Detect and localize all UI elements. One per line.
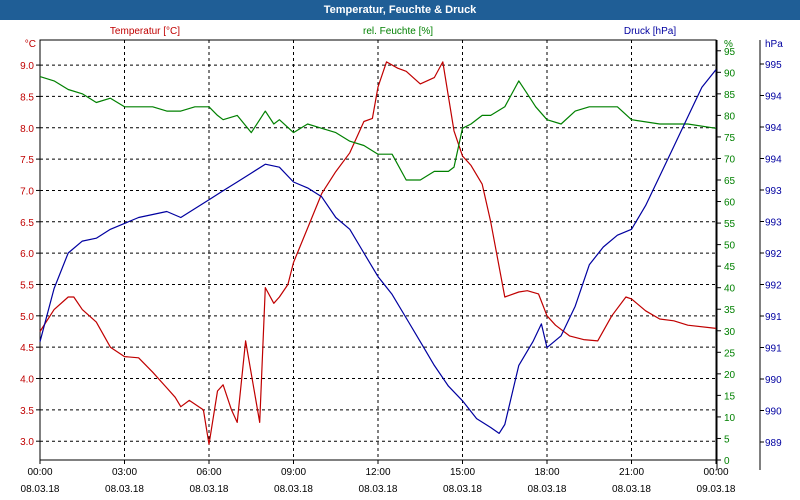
- humidity-tick-label: 0: [724, 456, 730, 467]
- pressure-tick-label: 994: [765, 123, 782, 134]
- temperature-tick-label: 6.0: [20, 249, 34, 260]
- x-tick-label-time: 00:00: [703, 467, 728, 478]
- pressure-tick-label: 994: [765, 155, 782, 166]
- pressure-series-label: Druck [hPa]: [624, 26, 676, 37]
- line-chart: 00:00 08.03.18 03:00 08.03.18 06:00 08.03.18 0…: [20, 26, 783, 495]
- x-tick-label-date: 08.03.18: [21, 484, 60, 495]
- temperature-line: [39, 61, 717, 445]
- x-tick-label-date: 08.03.18: [612, 484, 651, 495]
- pressure-tick-label: 989: [765, 438, 782, 449]
- pressure-tick-label: 993: [765, 218, 782, 229]
- humidity-tick-label: 85: [724, 90, 736, 101]
- temperature-tick-label: 7.5: [20, 155, 34, 166]
- temperature-tick-label: 3.5: [20, 406, 34, 417]
- temperature-tick-label: 4.5: [20, 343, 34, 354]
- humidity-line: [39, 76, 717, 181]
- humidity-tick-label: 45: [724, 262, 736, 273]
- temperature-tick-label: 5.5: [20, 280, 34, 291]
- pressure-tick-label: 990: [765, 375, 782, 386]
- temperature-tick-label: 8.0: [20, 124, 34, 135]
- x-tick-label-time: 15:00: [450, 467, 475, 478]
- humidity-tick-label: 30: [724, 327, 736, 338]
- humidity-unit-label: %: [724, 39, 733, 50]
- temperature-tick-label: 3.0: [20, 437, 34, 448]
- pressure-unit-label: hPa: [765, 39, 783, 50]
- humidity-tick-label: 35: [724, 305, 736, 316]
- humidity-tick-label: 50: [724, 241, 736, 252]
- x-tick-label-date: 08.03.18: [274, 484, 313, 495]
- x-tick-label-time: 09:00: [281, 467, 306, 478]
- temperature-unit-label: °C: [25, 39, 36, 50]
- humidity-tick-label: 5: [724, 434, 730, 445]
- chart-title-bar: Temperatur, Feuchte & Druck: [0, 0, 800, 20]
- x-tick-label-date: 08.03.18: [359, 484, 398, 495]
- temperature-tick-label: 4.0: [20, 375, 34, 386]
- humidity-tick-label: 20: [724, 370, 736, 381]
- humidity-tick-label: 95: [724, 47, 736, 58]
- humidity-tick-label: 15: [724, 391, 736, 402]
- x-tick-label-date: 08.03.18: [528, 484, 567, 495]
- x-tick-label-time: 03:00: [112, 467, 137, 478]
- pressure-tick-label: 995: [765, 60, 782, 71]
- pressure-tick-label: 993: [765, 186, 782, 197]
- humidity-tick-label: 10: [724, 413, 736, 424]
- humidity-tick-label: 90: [724, 68, 736, 79]
- temperature-tick-label: 6.5: [20, 218, 34, 229]
- humidity-tick-label: 70: [724, 154, 736, 165]
- x-tick-label-time: 06:00: [196, 467, 221, 478]
- temperature-tick-label: 5.0: [20, 312, 34, 323]
- chart-title: Temperatur, Feuchte & Druck: [323, 4, 477, 16]
- x-tick-label-time: 21:00: [619, 467, 644, 478]
- pressure-tick-label: 990: [765, 407, 782, 418]
- pressure-tick-label: 991: [765, 312, 782, 323]
- pressure-tick-label: 991: [765, 344, 782, 355]
- temperature-tick-label: 9.0: [20, 61, 34, 72]
- pressure-tick-label: 992: [765, 249, 782, 260]
- pressure-tick-label: 994: [765, 92, 782, 103]
- x-tick-label-date: 09.03.18: [697, 484, 736, 495]
- humidity-tick-label: 65: [724, 176, 736, 187]
- humidity-series-label: rel. Feuchte [%]: [363, 26, 433, 37]
- temperature-series-label: Temperatur [°C]: [110, 26, 180, 37]
- humidity-tick-label: 55: [724, 219, 736, 230]
- pressure-tick-label: 992: [765, 281, 782, 292]
- humidity-tick-label: 40: [724, 284, 736, 295]
- x-tick-label-date: 08.03.18: [443, 484, 482, 495]
- humidity-tick-label: 75: [724, 133, 736, 144]
- temperature-tick-label: 7.0: [20, 186, 34, 197]
- pressure-line: [39, 69, 717, 434]
- x-tick-label-date: 08.03.18: [190, 484, 229, 495]
- humidity-tick-label: 80: [724, 111, 736, 122]
- x-tick-label-time: 12:00: [365, 467, 390, 478]
- humidity-tick-label: 60: [724, 198, 736, 209]
- x-tick-label-time: 18:00: [534, 467, 559, 478]
- x-tick-label-date: 08.03.18: [105, 484, 144, 495]
- x-tick-label-time: 00:00: [27, 467, 52, 478]
- temperature-tick-label: 8.5: [20, 92, 34, 103]
- humidity-tick-label: 25: [724, 348, 736, 359]
